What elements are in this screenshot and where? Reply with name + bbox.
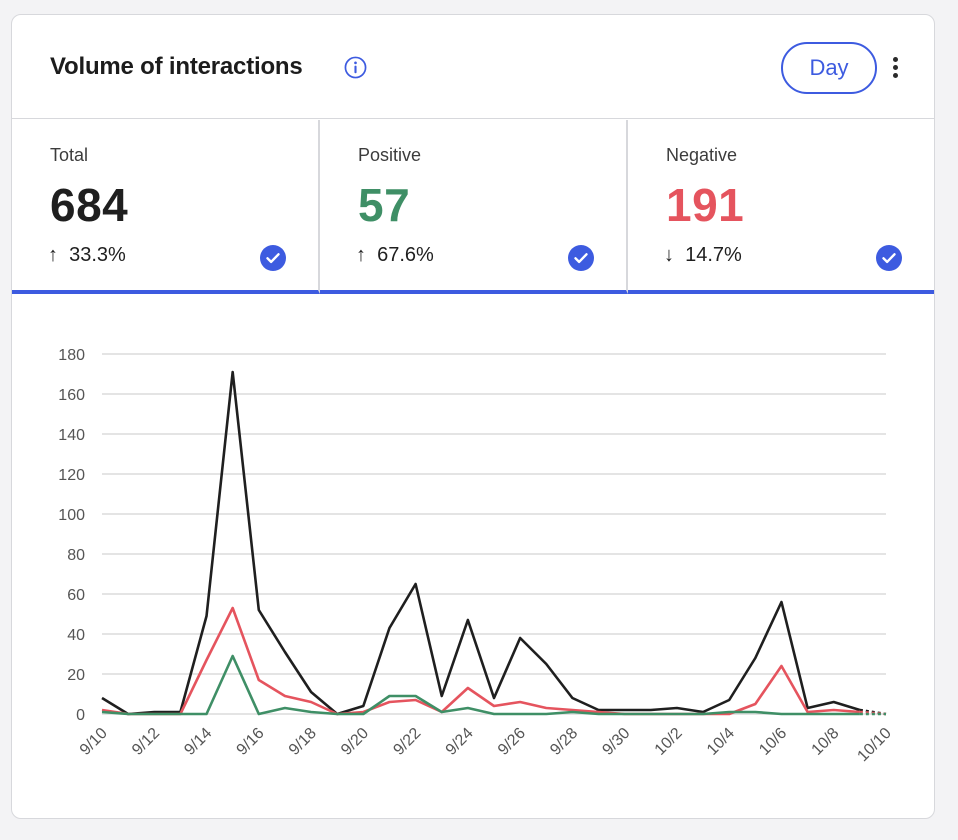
stat-value: 191 xyxy=(666,179,745,231)
stat-label: Positive xyxy=(358,145,422,165)
chart-series xyxy=(101,370,887,716)
y-tick-label: 0 xyxy=(76,707,85,724)
x-tick-label: 9/18 xyxy=(286,725,320,759)
arrow-up-icon: ↑ xyxy=(48,244,58,266)
y-tick-label: 20 xyxy=(67,667,85,684)
x-tick-label: 9/24 xyxy=(443,725,477,759)
x-tick-label: 9/22 xyxy=(390,725,424,759)
stat-label: Total xyxy=(50,145,89,165)
stats-tabs: Total 684 ↑ 33.3% Positive 57 ↑ 67.6% Ne… xyxy=(12,120,934,294)
x-tick-label: 10/4 xyxy=(704,725,738,759)
card-header: Volume of interactions Day xyxy=(12,15,934,119)
day-button[interactable]: Day xyxy=(781,42,877,94)
y-tick-label: 140 xyxy=(58,427,85,444)
y-tick-label: 40 xyxy=(67,627,85,644)
stat-label: Negative xyxy=(666,145,738,165)
series-line xyxy=(101,370,861,716)
y-tick-label: 120 xyxy=(58,467,85,484)
x-tick-label: 10/6 xyxy=(756,725,790,759)
x-tick-label: 9/14 xyxy=(181,725,215,759)
x-tick-label: 9/30 xyxy=(599,725,633,759)
grid-lines xyxy=(102,353,886,715)
x-tick-label: 9/16 xyxy=(234,725,268,759)
x-tick-label: 9/26 xyxy=(495,725,529,759)
stat-value: 684 xyxy=(50,179,129,231)
stat-tab-positive[interactable]: Positive 57 ↑ 67.6% xyxy=(320,120,628,294)
more-options-icon[interactable] xyxy=(888,55,902,81)
series-line xyxy=(101,654,860,716)
x-tick-label: 9/12 xyxy=(129,725,163,759)
x-tick-label: 10/8 xyxy=(809,725,843,759)
info-icon[interactable] xyxy=(344,56,367,79)
check-circle-icon[interactable] xyxy=(568,245,594,271)
stat-value: 57 xyxy=(358,179,411,231)
x-tick-label: 10/2 xyxy=(652,725,686,759)
stat-change: ↑ 67.6% xyxy=(356,244,434,266)
y-axis-ticks: 0 20 40 60 80 100 120 140 160 180 xyxy=(58,347,85,724)
interactions-card: Volume of interactions Day Total 684 ↑ 3… xyxy=(11,14,935,819)
stat-tab-negative[interactable]: Negative 191 ↓ 14.7% xyxy=(628,120,934,294)
stat-tab-total[interactable]: Total 684 ↑ 33.3% xyxy=(12,120,320,294)
x-tick-label: 9/10 xyxy=(77,725,111,759)
x-axis-ticks: 9/10 9/12 9/14 9/16 9/18 9/20 9/22 9/24 9/26 9/28… xyxy=(77,725,895,765)
check-circle-icon[interactable] xyxy=(260,245,286,271)
stat-change: ↓ 14.7% xyxy=(664,244,742,266)
y-tick-label: 100 xyxy=(58,507,85,524)
y-tick-label: 80 xyxy=(67,547,85,564)
x-tick-label: 10/10 xyxy=(854,725,894,765)
stat-change: ↑ 33.3% xyxy=(48,244,126,266)
x-tick-label: 9/28 xyxy=(547,725,581,759)
x-tick-label: 9/20 xyxy=(338,725,372,759)
check-circle-icon[interactable] xyxy=(876,245,902,271)
card-title: Volume of interactions xyxy=(50,53,303,80)
arrow-up-icon: ↑ xyxy=(356,244,366,266)
y-tick-label: 180 xyxy=(58,347,85,364)
y-tick-label: 60 xyxy=(67,587,85,604)
y-tick-label: 160 xyxy=(58,387,85,404)
arrow-down-icon: ↓ xyxy=(664,244,674,266)
